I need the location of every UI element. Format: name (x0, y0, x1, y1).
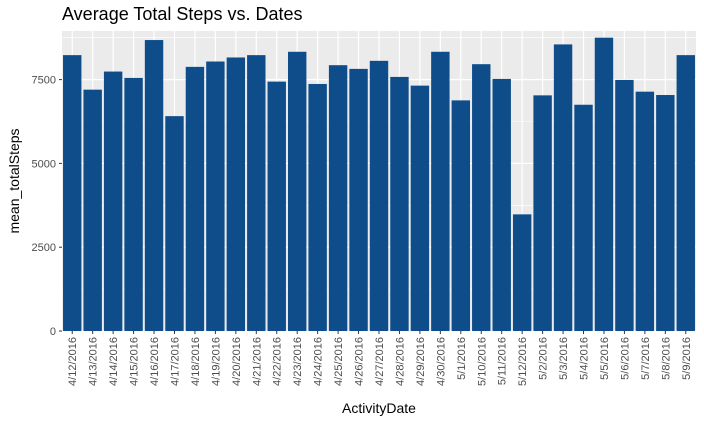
x-tick-label: 4/17/2016 (169, 337, 181, 386)
x-tick-label: 4/19/2016 (210, 337, 222, 386)
x-tick-label: 4/24/2016 (313, 337, 325, 386)
bar (124, 77, 143, 332)
x-tick-label: 4/26/2016 (354, 337, 366, 386)
x-tick-label: 5/9/2016 (681, 337, 693, 380)
x-tick-label: 4/23/2016 (292, 337, 304, 386)
bar (369, 60, 389, 332)
bar (165, 116, 184, 331)
x-tick-label: 4/29/2016 (415, 337, 427, 386)
bar (144, 40, 164, 331)
bars (63, 37, 695, 332)
x-tick-label: 5/6/2016 (619, 337, 631, 380)
x-tick-label: 5/7/2016 (640, 337, 652, 380)
bar (431, 51, 450, 331)
x-tick-label: 5/5/2016 (599, 337, 611, 380)
bar (553, 44, 573, 331)
x-tick-label: 5/4/2016 (579, 337, 591, 380)
bar (287, 51, 307, 331)
x-tick-label: 4/21/2016 (251, 337, 263, 386)
bar (390, 76, 409, 332)
bar (656, 95, 675, 332)
bar (451, 100, 471, 332)
x-tick-label: 5/1/2016 (456, 337, 468, 380)
bar (63, 55, 82, 331)
bar (328, 65, 348, 331)
x-tick-label: 4/14/2016 (108, 337, 120, 386)
bar (512, 214, 532, 331)
bar (103, 71, 123, 332)
x-tick-label: 4/28/2016 (394, 337, 406, 386)
y-axis: 0 2500 5000 7500 (32, 75, 62, 338)
x-tick-label: 4/12/2016 (67, 337, 79, 386)
bar (83, 89, 102, 332)
bar (676, 55, 695, 331)
chart-title: Average Total Steps vs. Dates (62, 4, 303, 24)
y-tick-label: 5000 (32, 158, 56, 170)
x-axis: 4/12/2016 4/13/2016 4/14/2016 4/15/2016 4/16… (67, 331, 693, 386)
bar (574, 104, 593, 332)
bar (349, 68, 368, 331)
x-tick-label: 5/10/2016 (476, 337, 488, 386)
x-tick-label: 4/15/2016 (129, 337, 141, 386)
y-tick-label: 0 (50, 326, 56, 338)
x-tick-label: 4/16/2016 (149, 337, 161, 386)
x-tick-label: 5/3/2016 (558, 337, 570, 380)
x-axis-title: ActivityDate (342, 400, 416, 416)
x-tick-label: 4/30/2016 (435, 337, 447, 386)
x-tick-label: 4/27/2016 (374, 337, 386, 386)
bar (533, 95, 552, 331)
bar (308, 83, 327, 331)
bar (615, 79, 634, 332)
x-tick-label: 4/25/2016 (333, 337, 345, 386)
bar (185, 66, 205, 332)
y-tick-label: 7500 (32, 75, 56, 87)
bar (594, 37, 614, 331)
bar (492, 78, 511, 332)
x-tick-label: 5/2/2016 (538, 337, 550, 380)
x-tick-label: 5/8/2016 (660, 337, 672, 380)
bar (267, 81, 286, 331)
bar (226, 57, 246, 332)
x-tick-label: 4/20/2016 (231, 337, 243, 386)
bar (410, 85, 430, 331)
x-tick-label: 5/11/2016 (497, 337, 509, 385)
x-tick-label: 4/22/2016 (272, 337, 284, 386)
x-tick-label: 4/18/2016 (190, 337, 202, 386)
bar (635, 91, 655, 332)
y-axis-title: mean_totalSteps (6, 128, 22, 233)
x-tick-label: 5/12/2016 (517, 337, 529, 386)
bar (206, 61, 225, 331)
bar (247, 55, 266, 331)
bar (472, 64, 491, 331)
y-tick-label: 2500 (32, 242, 56, 254)
x-tick-label: 4/13/2016 (88, 337, 100, 386)
